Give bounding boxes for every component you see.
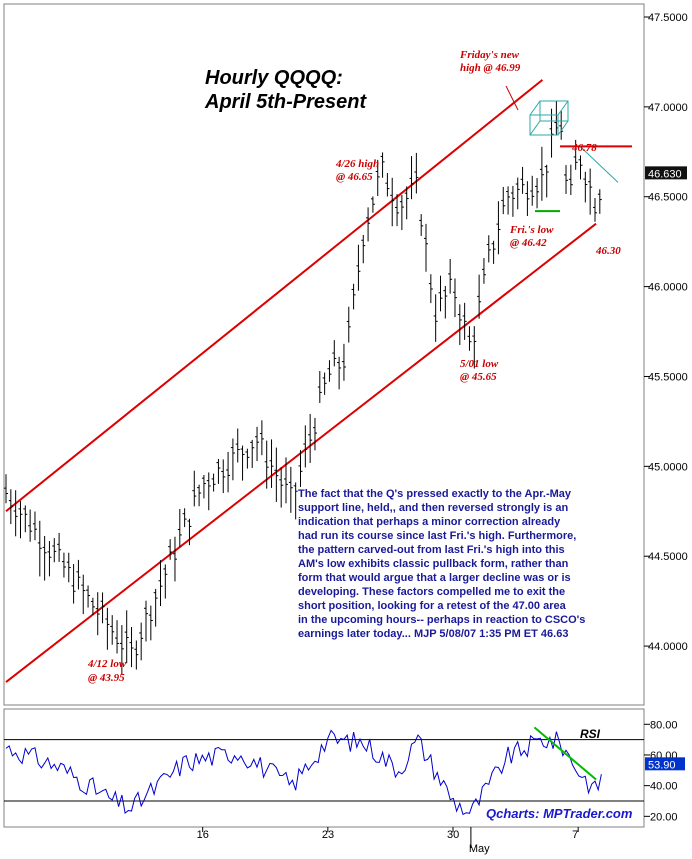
annotation-friday-low-line2: @ 46.42 (510, 237, 547, 249)
price-tick-label: 45.5000 (648, 371, 688, 383)
price-tick-label: 44.5000 (648, 551, 688, 563)
rsi-label: RSI (580, 727, 601, 741)
commentary-line: support line, held,, and then reversed s… (298, 502, 568, 514)
chart-title-line1: Hourly QQQQ: (205, 67, 343, 89)
price-panel (3, 3, 645, 706)
annotation-today-low: 46.30 (595, 245, 621, 257)
annotation-apr12-low-line1: 4/12 low (87, 658, 127, 670)
commentary-line: in the upcoming hours-- perhaps in react… (298, 614, 585, 626)
x-month-label: May (469, 843, 490, 855)
price-channel (5, 79, 597, 683)
price-y-axis: 47.5000 47.0000 46.5000 46.0000 45.5000 45.00… (644, 12, 688, 653)
price-levels (535, 145, 632, 213)
channel-upper-line (5, 79, 544, 513)
box-edge (557, 120, 569, 136)
commentary-line: form that would argue that a larger decl… (298, 572, 571, 584)
annotation-may01-low-line2: @ 45.65 (460, 371, 497, 383)
chart-title-line2: April 5th-Present (204, 91, 367, 113)
price-tick-label: 47.5000 (648, 12, 688, 24)
annotation-apr26-high-line2: @ 46.65 (336, 171, 373, 183)
commentary-line: had run its course since last Fri.'s hig… (298, 530, 576, 542)
annotation-may01-low-line1: 5/01 low (460, 358, 499, 370)
price-tick-label: 46.0000 (648, 282, 688, 294)
box-front (529, 114, 559, 136)
channel-lower-line (5, 222, 597, 683)
rsi-tick-label: 80.00 (650, 719, 678, 731)
box-edge (529, 100, 541, 116)
x-axis: 16 23 30 7 May (197, 827, 579, 855)
commentary-line: short position, looking for a retest of … (298, 600, 567, 612)
commentary-line: the pattern carved-out from last Fri.'s … (298, 544, 565, 556)
last-price-label: 46.630 (648, 168, 682, 180)
rsi-tick-label: 40.00 (650, 781, 678, 793)
commentary-line: developing. These factors compelled me t… (298, 586, 565, 598)
x-tick-label: 30 (447, 829, 459, 841)
x-tick-label: 7 (572, 829, 578, 841)
commentary-line: indication that perhaps a minor correcti… (298, 516, 561, 528)
price-tick-label: 46.5000 (648, 192, 688, 204)
box-edge (557, 100, 569, 116)
rsi-trendline (533, 726, 597, 781)
price-candles (4, 101, 602, 675)
commentary-line: earnings later today... MJP 5/08/07 1:35… (298, 628, 568, 640)
annotation-arrow (505, 85, 519, 111)
rsi-tick-label: 20.00 (650, 811, 678, 823)
annotation-apr12-low-line2: @ 43.95 (88, 672, 125, 684)
price-tick-label: 47.0000 (648, 102, 688, 114)
annotation-friday-high-line1: Friday's new (459, 49, 520, 61)
annotation-friday-low-line1: Fri.'s low (509, 224, 554, 236)
watermark: Qcharts: MPTrader.com (486, 806, 633, 821)
price-tick-label: 44.0000 (648, 641, 688, 653)
price-tick-label: 45.0000 (648, 461, 688, 473)
rsi-lines (5, 726, 602, 816)
box-edge (529, 120, 541, 136)
rsi-last-tag (645, 757, 685, 771)
rsi-last-label: 53.90 (648, 759, 676, 771)
x-tick-label: 23 (322, 829, 334, 841)
x-tick-label: 16 (197, 829, 209, 841)
annotation-apr26-high-line1: 4/26 high (335, 158, 379, 170)
pullback-trendline (579, 146, 619, 183)
target-box-icon (529, 100, 569, 136)
commentary-line: AM's low exhibits classic pullback form,… (298, 558, 569, 570)
rsi-line (5, 729, 602, 816)
title-box (198, 64, 368, 116)
box-back (539, 100, 569, 122)
commentary-line: The fact that the Q's pressed exactly to… (298, 488, 572, 500)
commentary: The fact that the Q's pressed exactly to… (298, 488, 585, 640)
last-price-tag (645, 166, 687, 180)
annotation-resistance: 46.78 (571, 142, 597, 154)
annotation-friday-high-line2: high @ 46.99 (460, 62, 521, 74)
